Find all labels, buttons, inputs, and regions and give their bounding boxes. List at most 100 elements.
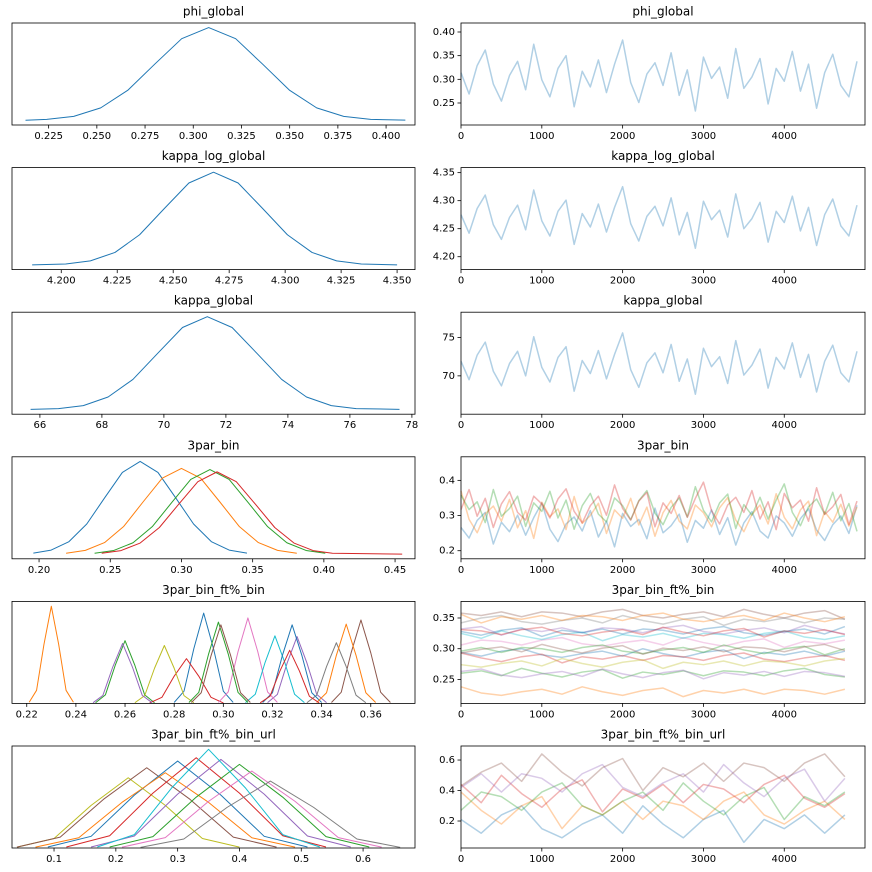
y-tick-label: 0.4 xyxy=(439,475,455,486)
series-line xyxy=(460,774,846,813)
axes-frame xyxy=(11,456,416,560)
x-tick-label: 1000 xyxy=(529,854,554,865)
series-line xyxy=(460,614,845,627)
x-tick-label: 66 xyxy=(34,420,47,431)
x-tick-label: 4.275 xyxy=(215,276,244,287)
x-tick-label: 4000 xyxy=(772,854,797,865)
x-tick-label: 2000 xyxy=(610,276,635,287)
x-tick-label: 0.1 xyxy=(46,854,62,865)
subplot-title: 3par_bin xyxy=(637,438,689,452)
x-tick-label: 0 xyxy=(458,276,464,287)
series-line xyxy=(97,748,320,848)
subplot-title: kappa_global xyxy=(174,294,253,308)
axes-frame xyxy=(460,311,866,415)
x-tick-label: 0.30 xyxy=(170,565,192,576)
series-line xyxy=(306,642,367,704)
x-tick-label: 0.25 xyxy=(99,565,121,576)
series-line xyxy=(90,758,351,848)
series-line xyxy=(460,625,846,638)
x-tick-label: 0.4 xyxy=(232,854,248,865)
x-tick-label: 2000 xyxy=(610,854,635,865)
series-line xyxy=(30,316,400,410)
subplot-title: 3par_bin_ft%_bin xyxy=(162,583,265,597)
series-line xyxy=(460,791,846,830)
x-tick-label: 0.275 xyxy=(131,131,160,142)
series-line xyxy=(460,39,858,112)
series-line xyxy=(460,612,846,624)
series-line xyxy=(28,605,74,703)
x-tick-label: 0 xyxy=(458,709,464,720)
series-line xyxy=(109,763,370,848)
x-tick-label: 0.30 xyxy=(212,709,234,720)
x-tick-label: 0.45 xyxy=(384,565,406,576)
y-tick-label: 0.25 xyxy=(433,674,455,685)
subplot-title: phi_global xyxy=(632,5,693,19)
series-line xyxy=(173,612,234,703)
axes-frame xyxy=(460,456,866,560)
y-tick-label: 0.30 xyxy=(433,74,455,85)
subplot-title: 3par_bin_ft%_bin_url xyxy=(601,728,726,742)
x-tick-label: 0.6 xyxy=(355,854,371,865)
series-line xyxy=(460,668,846,680)
x-tick-label: 74 xyxy=(282,420,295,431)
x-tick-label: 72 xyxy=(220,420,233,431)
series-line xyxy=(140,780,401,848)
x-tick-label: 70 xyxy=(158,420,171,431)
x-tick-label: 3000 xyxy=(691,131,716,142)
x-tick-label: 4.250 xyxy=(159,276,188,287)
series-line xyxy=(33,460,248,554)
x-tick-label: 4.350 xyxy=(383,276,412,287)
axes-frame xyxy=(11,167,416,271)
subplot-title: kappa_log_global xyxy=(611,149,715,163)
x-tick-label: 0 xyxy=(458,131,464,142)
series-line xyxy=(460,805,846,844)
series-line xyxy=(460,502,858,548)
axes-frame xyxy=(460,22,866,126)
x-tick-label: 1000 xyxy=(529,276,554,287)
x-tick-label: 78 xyxy=(406,420,419,431)
series-line xyxy=(460,657,845,670)
x-tick-label: 0.32 xyxy=(261,709,283,720)
series-line xyxy=(460,753,846,792)
series-line xyxy=(460,185,858,250)
series-line xyxy=(191,624,251,703)
series-line xyxy=(66,467,297,554)
x-tick-label: 0.35 xyxy=(242,565,264,576)
axes-frame xyxy=(11,311,416,415)
x-tick-label: 1000 xyxy=(529,709,554,720)
y-tick-label: 0.4 xyxy=(439,786,455,797)
y-tick-label: 70 xyxy=(442,371,455,382)
x-tick-label: 0 xyxy=(458,565,464,576)
x-tick-label: 4000 xyxy=(772,565,797,576)
series-line xyxy=(259,649,320,704)
y-tick-label: 0.3 xyxy=(439,511,455,522)
x-tick-label: 2000 xyxy=(610,709,635,720)
x-tick-label: 68 xyxy=(96,420,109,431)
x-tick-label: 0 xyxy=(458,420,464,431)
subplot-title: 3par_bin xyxy=(187,438,239,452)
x-tick-label: 76 xyxy=(344,420,357,431)
y-tick-label: 0.2 xyxy=(439,546,455,557)
series-line xyxy=(316,623,377,703)
x-tick-label: 0.350 xyxy=(275,131,304,142)
axes-frame xyxy=(11,745,416,849)
series-line xyxy=(460,763,846,802)
series-line xyxy=(47,760,308,848)
y-tick-label: 0.35 xyxy=(433,613,455,624)
x-tick-label: 0.225 xyxy=(34,131,63,142)
x-tick-label: 1000 xyxy=(529,565,554,576)
x-tick-label: 0.5 xyxy=(293,854,309,865)
x-tick-label: 0.26 xyxy=(114,709,136,720)
y-tick-label: 75 xyxy=(442,333,455,344)
series-line xyxy=(134,645,195,704)
subplot-title: kappa_log_global xyxy=(162,149,266,163)
series-line xyxy=(460,782,846,821)
axes-frame xyxy=(460,601,866,704)
y-tick-label: 4.35 xyxy=(433,168,455,179)
x-tick-label: 0.20 xyxy=(28,565,50,576)
x-tick-label: 4.325 xyxy=(327,276,356,287)
x-tick-label: 0 xyxy=(458,854,464,865)
y-tick-label: 0.2 xyxy=(439,816,455,827)
x-tick-label: 0.400 xyxy=(372,131,401,142)
axes-frame xyxy=(11,601,416,704)
